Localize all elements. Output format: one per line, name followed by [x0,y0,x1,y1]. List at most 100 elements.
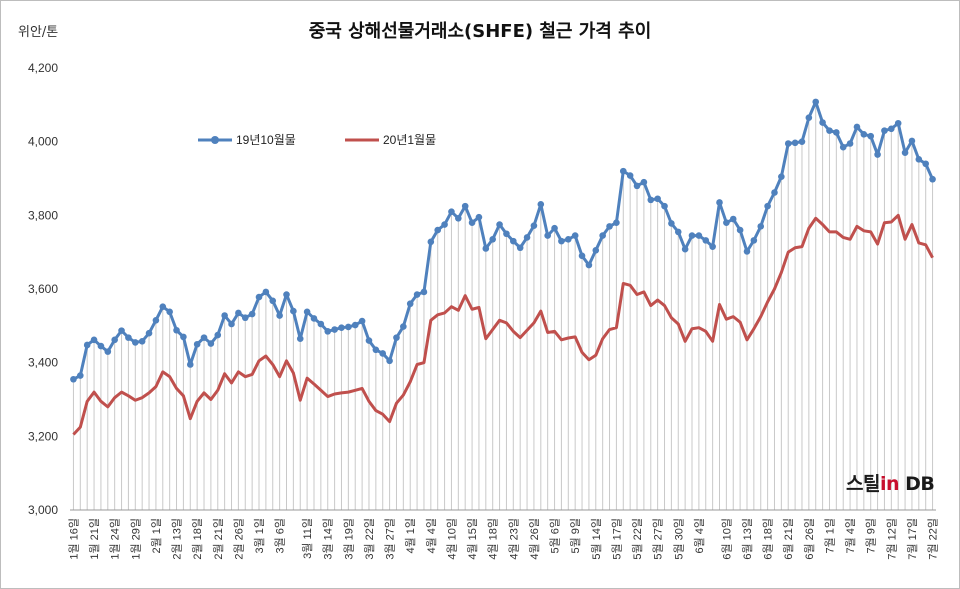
x-tick-label: 4월 23일 [506,518,520,560]
data-point [613,219,620,226]
data-point [324,328,332,335]
data-point [640,178,648,186]
data-point [771,189,778,196]
data-point [83,341,91,349]
data-point [881,127,888,134]
data-point [812,98,820,106]
data-point [406,300,414,308]
data-point [853,123,861,131]
data-point [159,303,167,310]
data-point [461,202,469,210]
legend-swatch-marker [211,136,219,144]
x-tick-label: 3월 11일 [300,518,314,559]
data-point [537,200,545,208]
drop-lines [72,101,934,510]
data-point [503,230,510,238]
x-tick-label: 3월 19일 [341,518,355,560]
data-point [723,219,730,226]
data-point [702,237,710,244]
data-point [193,340,201,348]
data-point [619,167,627,175]
data-point [448,208,455,215]
data-point [276,312,283,319]
x-tick-label: 4월 18일 [486,518,500,560]
data-point [317,320,325,328]
data-point [819,119,826,126]
data-point [241,314,249,322]
data-point [111,336,118,344]
data-point [750,237,758,244]
data-point [379,350,387,357]
data-point [496,221,503,228]
data-point [345,323,352,331]
y-axis-unit-label: 위안/톤 [18,25,59,40]
data-point [365,337,373,344]
data-point [510,237,517,245]
data-point [489,235,496,243]
data-point [599,232,606,239]
x-tick-label: 3월 14일 [321,518,335,560]
data-point [338,324,345,331]
x-tick-label: 2월 13일 [170,518,184,560]
data-point [729,215,737,223]
data-point [894,119,902,127]
data-point [530,222,538,229]
logo-text-in: in [879,473,900,495]
x-tick-label: 1월 29일 [128,518,142,560]
data-point [255,293,263,301]
y-tick-label: 4,000 [28,135,58,149]
data-point [915,156,923,163]
data-point [125,334,132,341]
data-point [303,308,311,316]
data-point [413,291,421,298]
data-point [908,137,916,145]
data-point [77,372,84,379]
x-tick-label: 4월 1일 [403,518,417,554]
data-point [358,317,366,325]
data-point [475,213,483,221]
x-tick-label: 6월 4일 [692,518,706,554]
data-point [558,237,565,245]
y-tick-label: 3,800 [28,208,58,222]
x-tick-label: 7월 12일 [884,518,898,560]
data-point [860,131,868,138]
data-point [70,375,77,383]
chart-title: 중국 상해선물거래소(SHFE) 철근 가격 추이 [308,21,652,42]
data-point [310,315,318,322]
data-point [674,228,682,236]
data-point [901,149,909,157]
data-point [434,226,442,234]
x-tick-label: 2월 18일 [190,518,204,560]
data-point [200,334,208,341]
x-tick-label: 5월 14일 [589,518,603,560]
data-point [791,139,799,147]
data-point [400,323,407,330]
data-point [585,261,593,269]
y-tick-label: 3,400 [28,356,58,370]
data-point [262,288,270,296]
x-tick-label: 4월 10일 [444,518,458,560]
data-point [138,338,146,345]
data-point [544,232,551,239]
x-tick-label: 1월 16일 [66,518,80,560]
data-point [131,339,139,346]
data-point [681,245,689,253]
x-tick-label: 4월 4일 [424,518,438,554]
x-tick-label: 4월 15일 [465,518,479,560]
logo-text-db: DB [899,473,935,495]
data-point [592,247,600,254]
x-axis-ticks: 1월 16일 1월 21일 1월 24일 1월 29일 2월 1일 2월 13일 2월 18… [66,518,939,560]
legend-item-series-1: 19년10월물 [198,133,296,147]
legend: 19년10월물 20년1월물 [198,133,436,147]
data-point [846,140,854,147]
x-tick-label: 7월 22일 [926,518,940,560]
legend-label: 20년1월물 [383,133,436,147]
x-tick-label: 5월 30일 [671,518,685,560]
data-point [661,202,668,210]
y-axis-ticks: 3,000 3,200 3,400 3,600 3,800 4,000 4,200 [28,61,58,517]
x-tick-label: 6월 13일 [740,518,754,560]
data-point [221,312,228,319]
data-point [716,199,723,206]
data-point [207,340,215,347]
x-tick-label: 2월 1일 [149,518,163,554]
